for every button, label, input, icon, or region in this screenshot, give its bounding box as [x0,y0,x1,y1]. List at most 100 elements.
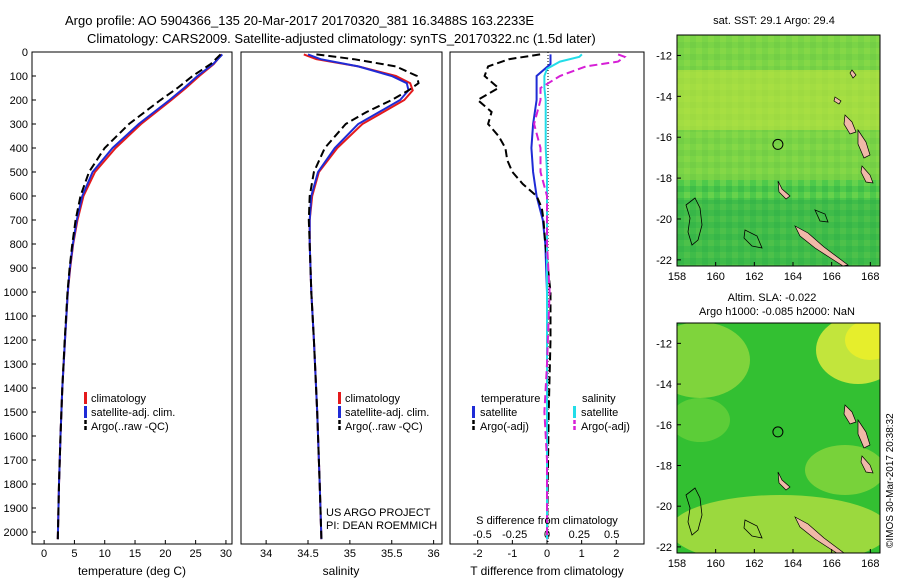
latitude-tick-label: -12 [656,338,672,350]
salinity-tick-label: 34 [260,548,272,560]
land-mass [857,418,871,449]
sla-map-frame [676,322,881,554]
legend-label-satellite-2: satellite-adj. clim. [345,407,429,419]
temperature-tick-label: 10 [99,548,111,560]
depth-tick-label: 2000 [4,527,28,539]
sla-map-panel: Altim. SLA: -0.022 Argo h1000: -0.085 h2… [656,292,881,570]
s-difference-tick-label: 0.5 [604,529,619,541]
argo-float-marker [772,138,784,150]
pi-label: PI: DEAN ROEMMICH [326,520,437,532]
depth-tick-label: 1800 [4,479,28,491]
sst-map-title: sat. SST: 29.1 Argo: 29.4 [713,15,835,27]
s-difference-tick-label: -0.5 [473,529,492,541]
sst-map-frame [676,34,881,267]
salinity-tick-label: 35.5 [381,548,402,560]
land-mass [794,516,845,553]
reef-outline [685,197,703,246]
latitude-tick-label: -14 [656,379,672,391]
s-difference-xlabel: S difference from climatology [476,515,618,527]
depth-tick-label: 1900 [4,503,28,515]
reef-outline [743,229,763,249]
t-difference-axis: -2 -1 0 1 2 [473,540,619,560]
t-difference-tick-label: 2 [613,548,619,560]
sst-map-field [677,35,880,266]
sla-map-field [677,323,880,553]
sst-map-axes: 158 160 162 164 166 168 -12 -14 -16 -18 -20 -22 [656,50,879,283]
reef-outline [814,209,829,223]
sla-map-title: Altim. SLA: -0.022 [728,292,817,304]
longitude-tick-label: 160 [706,271,724,283]
legend-label-argo: Argo(..raw -QC) [91,421,169,433]
temperature-plot-frame [31,51,233,545]
depth-tick-label: 500 [10,167,28,179]
temperature-tick-label: 15 [129,548,141,560]
imos-watermark: ©IMOS 30-Mar-2017 20:38:32 [885,413,896,548]
depth-tick-label: 1600 [4,431,28,443]
t-difference-tick-label: -2 [473,548,483,560]
temperature-axis: 0 5 10 15 20 25 30 [41,540,232,560]
land-mass [843,114,857,135]
depth-tick-label: 1200 [4,335,28,347]
salinity-tick-label: 34.5 [297,548,318,560]
legend-label-s-satellite: satellite [581,407,618,419]
legend-label-t-argo: Argo(-adj) [480,421,529,433]
legend-swatch-satellite-2 [338,406,341,418]
land-mass [777,471,791,491]
sla-map-subtitle: Argo h1000: -0.085 h2000: NaN [699,306,855,318]
sla-anomaly-blob [805,445,880,495]
t-difference-tick-label: -1 [507,548,517,560]
depth-tick-label: 400 [10,143,28,155]
legend-swatch-satellite [84,406,87,418]
latitude-tick-label: -14 [656,91,672,103]
longitude-tick-label: 158 [668,271,686,283]
latitude-tick-label: -16 [656,132,672,144]
legend-label-t-satellite: satellite [480,407,517,419]
sst-map-panel: sat. SST: 29.1 Argo: 29.4 158 160 162 164 16… [656,15,881,283]
depth-tick-label: 1300 [4,359,28,371]
difference-legend: temperature salinity satellite Argo(-adj… [472,393,630,433]
depth-tick-label: 600 [10,191,28,203]
series-line-satellite-adj-clim- [56,53,224,540]
longitude-tick-label: 168 [861,271,879,283]
depth-tick-label: 1000 [4,287,28,299]
legend-swatch-s-satellite [573,406,576,418]
depth-tick-label: 300 [10,119,28,131]
longitude-tick-label: 168 [861,558,879,570]
series-line-s-argo-adj- [533,53,627,540]
sla-map-axes: 158 160 162 164 166 168 -12 -14 -16 -18 -20 -22 [656,338,879,570]
depth-tick-label: 100 [10,71,28,83]
depth-tick-label: 1400 [4,383,28,395]
latitude-tick-label: -20 [656,501,672,513]
latitude-tick-label: -22 [656,255,672,267]
salinity-legend: climatology satellite-adj. clim. Argo(..… [338,392,429,433]
s-difference-tick-label: 0.25 [569,529,590,541]
sst-cool-band [677,200,880,266]
temperature-tick-label: 25 [190,548,202,560]
temperature-tick-label: 0 [41,548,47,560]
temperature-tick-label: 5 [71,548,77,560]
land-mass [857,128,871,159]
latitude-tick-label: -18 [656,460,672,472]
longitude-tick-label: 160 [706,558,724,570]
legend-header-salinity: salinity [582,393,616,405]
series-line-argo-raw-qc- [307,53,420,540]
series-line-argo-raw-qc- [56,53,222,540]
depth-tick-label: 1100 [4,311,28,323]
depth-tick-label: 1700 [4,455,28,467]
land-mass [843,404,857,425]
longitude-tick-label: 166 [822,558,840,570]
series-line-s-satellite [543,53,583,540]
legend-header-temperature: temperature [481,393,540,405]
project-label: US ARGO PROJECT [326,507,431,519]
difference-panel: -2 -1 0 1 2 -0.5 -0.25 0 0.25 0.5 S difference f… [449,51,645,578]
t-difference-xlabel: T difference from climatology [470,564,624,578]
depth-tick-label: 0 [22,47,28,59]
depth-tick-label: 800 [10,239,28,251]
land-mass [860,165,874,184]
legend-label-climatology-2: climatology [345,393,401,405]
reef-outline [743,519,763,539]
sla-anomaly-blob [677,323,750,398]
land-mass [849,69,857,79]
figure-title-line1: Argo profile: AO 5904366_135 20-Mar-2017… [65,13,534,28]
